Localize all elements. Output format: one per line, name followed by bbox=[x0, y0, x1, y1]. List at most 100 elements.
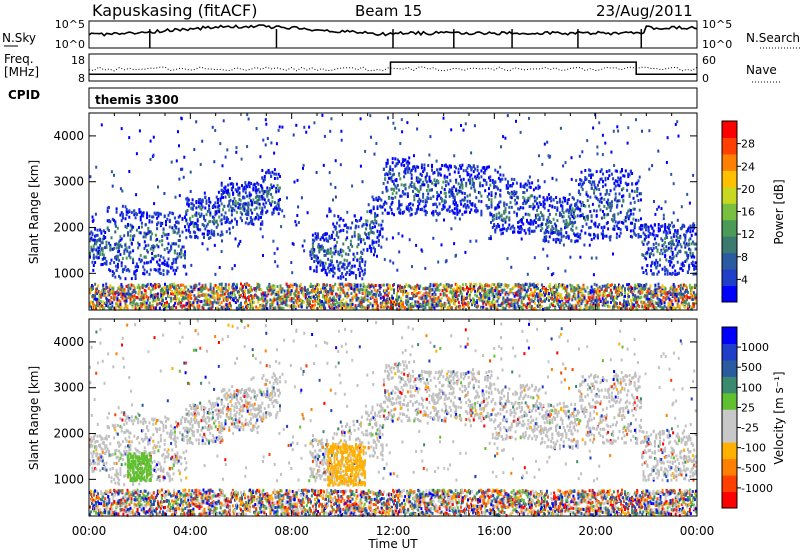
scatter-cell bbox=[353, 258, 355, 261]
scatter-cell bbox=[442, 289, 444, 292]
scatter-cell bbox=[646, 225, 648, 228]
scatter-cell bbox=[359, 274, 361, 277]
freq-tick-bottom: 8 bbox=[78, 72, 85, 85]
scatter-cell bbox=[592, 127, 594, 130]
scatter-cell bbox=[645, 236, 647, 239]
scatter-cell bbox=[176, 297, 178, 300]
scatter-cell bbox=[229, 177, 231, 180]
scatter-cell bbox=[631, 172, 633, 175]
scatter-cell bbox=[616, 125, 618, 128]
scatter-cell bbox=[241, 184, 243, 187]
scatter-cell bbox=[116, 246, 118, 249]
scatter-cell bbox=[313, 300, 315, 303]
scatter-cell bbox=[139, 286, 141, 289]
nsky-bars bbox=[150, 29, 641, 48]
scatter-cell bbox=[568, 209, 570, 212]
scatter-cell bbox=[381, 284, 383, 287]
scatter-cell bbox=[200, 163, 202, 166]
scatter-cell bbox=[206, 202, 208, 205]
scatter-cell bbox=[548, 231, 550, 234]
scatter-cell bbox=[382, 228, 384, 231]
scatter-cell bbox=[404, 158, 406, 161]
scatter-cell bbox=[434, 178, 436, 181]
scatter-cell bbox=[356, 220, 358, 223]
scatter-cell bbox=[247, 213, 249, 216]
scatter-cell bbox=[507, 227, 509, 230]
scatter-cell bbox=[403, 210, 405, 213]
scatter-cell bbox=[361, 252, 363, 255]
scatter-cell bbox=[635, 219, 637, 222]
scatter-cell bbox=[204, 207, 206, 210]
scatter-cell bbox=[140, 254, 142, 257]
scatter-cell bbox=[582, 225, 584, 228]
scatter-cell bbox=[303, 164, 305, 167]
scatter-cell bbox=[240, 283, 242, 286]
scatter-cell bbox=[394, 157, 396, 160]
scatter-cell bbox=[575, 179, 577, 182]
scatter-cell bbox=[631, 236, 633, 239]
scatter-cell bbox=[231, 213, 233, 216]
scatter-cell bbox=[554, 231, 556, 234]
scatter-cell bbox=[384, 289, 386, 292]
scatter-cell bbox=[432, 301, 434, 304]
scatter-cell bbox=[352, 300, 354, 303]
scatter-cell bbox=[168, 265, 170, 268]
scatter-cell bbox=[209, 298, 211, 301]
scatter-cell bbox=[688, 243, 690, 246]
scatter-cell bbox=[237, 245, 239, 248]
scatter-cell bbox=[251, 212, 253, 215]
scatter-cell bbox=[573, 198, 575, 201]
scatter-cell bbox=[442, 181, 444, 184]
scatter-cell bbox=[98, 247, 100, 250]
scatter-cell bbox=[449, 205, 451, 208]
scatter-cell bbox=[695, 267, 697, 270]
scatter-cell bbox=[389, 172, 391, 175]
scatter-cell bbox=[606, 189, 608, 192]
freq-unit-label: [MHz] bbox=[4, 65, 39, 79]
nave-tick-top: 60 bbox=[702, 54, 716, 67]
scatter-cell bbox=[651, 262, 653, 265]
scatter-cell bbox=[265, 143, 267, 146]
scatter-cell bbox=[261, 220, 263, 223]
scatter-cell bbox=[553, 198, 555, 201]
scatter-cell bbox=[440, 283, 442, 286]
scatter-cell bbox=[435, 293, 437, 296]
scatter-cell bbox=[382, 191, 384, 194]
scatter-cell bbox=[407, 171, 409, 174]
scatter-cell bbox=[398, 189, 400, 192]
scatter-cell bbox=[122, 213, 124, 216]
scatter-cell bbox=[673, 182, 675, 185]
scatter-cell bbox=[548, 209, 550, 212]
scatter-cell bbox=[554, 206, 556, 209]
scatter-cell bbox=[160, 213, 162, 216]
scatter-cell bbox=[577, 239, 579, 242]
scatter-cell bbox=[327, 258, 329, 261]
scatter-cell bbox=[522, 207, 524, 210]
scatter-cell bbox=[404, 172, 406, 175]
scatter-cell bbox=[405, 283, 407, 286]
scatter-cell bbox=[653, 247, 655, 250]
scatter-cell bbox=[591, 220, 593, 223]
scatter-cell bbox=[219, 298, 221, 301]
scatter-cell bbox=[208, 204, 210, 207]
scatter-cell bbox=[393, 213, 395, 216]
scatter-cell bbox=[187, 297, 189, 300]
scatter-cell bbox=[423, 183, 425, 186]
scatter-cell bbox=[120, 306, 122, 309]
scatter-cell bbox=[455, 181, 457, 184]
scatter-cell bbox=[598, 121, 600, 124]
scatter-cell bbox=[641, 130, 643, 133]
scatter-cell bbox=[143, 297, 145, 300]
scatter-cell bbox=[501, 178, 503, 181]
scatter-cell bbox=[150, 140, 152, 143]
scatter-cell bbox=[127, 223, 129, 226]
scatter-cell bbox=[458, 182, 460, 185]
scatter-cell bbox=[603, 205, 605, 208]
scatter-cell bbox=[398, 160, 400, 163]
scatter-cell bbox=[227, 218, 229, 221]
scatter-cell bbox=[363, 248, 365, 251]
scatter-cell bbox=[96, 239, 98, 242]
scatter-cell bbox=[179, 239, 181, 242]
scatter-cell bbox=[94, 283, 96, 286]
scatter-cell bbox=[520, 231, 522, 234]
